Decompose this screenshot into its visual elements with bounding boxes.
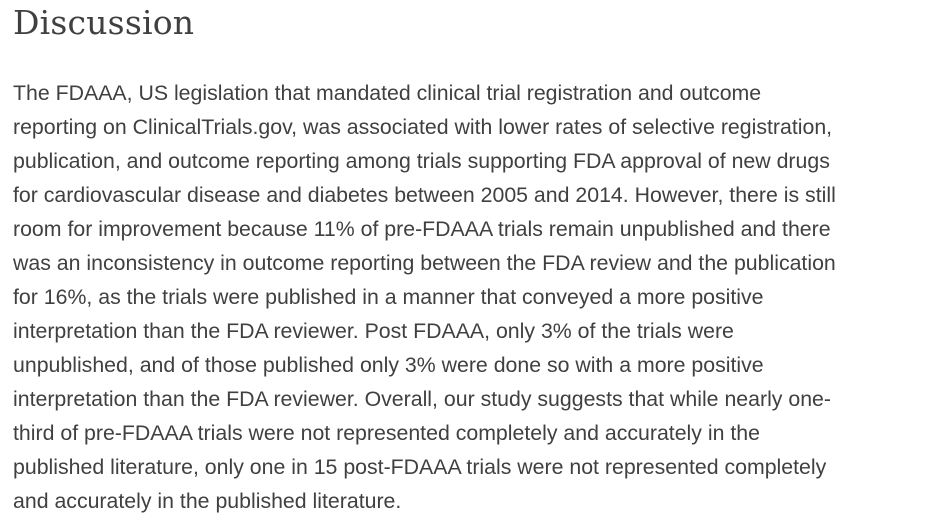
paragraph-line: The FDAAA, US legislation that mandated … [13, 81, 762, 105]
paragraph-line: interpretation than the FDA reviewer. Po… [13, 319, 734, 343]
paragraph-line: and accurately in the published literatu… [13, 489, 402, 513]
paragraph-line: publication, and outcome reporting among… [13, 149, 830, 173]
paragraph-line: interpretation than the FDA reviewer. Ov… [13, 387, 831, 411]
discussion-paragraph: The FDAAA, US legislation that mandated … [13, 76, 913, 518]
section-heading: Discussion [13, 3, 195, 42]
paragraph-line: unpublished, and of those published only… [13, 353, 764, 377]
paragraph-line: for 16%, as the trials were published in… [13, 285, 764, 309]
paragraph-line: was an inconsistency in outcome reportin… [13, 251, 836, 275]
paragraph-line: third of pre-FDAAA trials were not repre… [13, 421, 760, 445]
paragraph-line: for cardiovascular disease and diabetes … [13, 183, 836, 207]
paragraph-line: room for improvement because 11% of pre-… [13, 217, 831, 241]
paragraph-line: reporting on ClinicalTrials.gov, was ass… [13, 115, 833, 139]
paragraph-line: published literature, only one in 15 pos… [13, 455, 827, 479]
